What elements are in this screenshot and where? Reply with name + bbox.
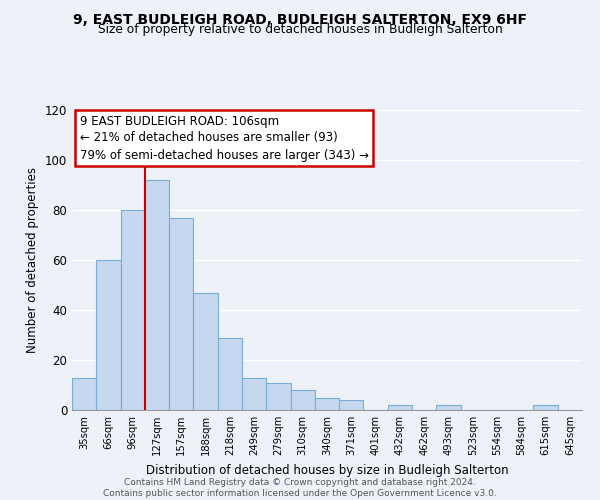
Bar	[145, 180, 169, 410]
Text: 9 EAST BUDLEIGH ROAD: 106sqm
← 21% of detached houses are smaller (93)
79% of se: 9 EAST BUDLEIGH ROAD: 106sqm ← 21% of de…	[80, 114, 368, 162]
Bar	[315, 398, 339, 410]
Text: Contains HM Land Registry data © Crown copyright and database right 2024.
Contai: Contains HM Land Registry data © Crown c…	[103, 478, 497, 498]
Bar	[169, 218, 193, 410]
Bar	[388, 405, 412, 410]
Bar	[121, 210, 145, 410]
Text: Size of property relative to detached houses in Budleigh Salterton: Size of property relative to detached ho…	[98, 22, 502, 36]
X-axis label: Distribution of detached houses by size in Budleigh Salterton: Distribution of detached houses by size …	[146, 464, 508, 476]
Bar	[533, 405, 558, 410]
Bar	[290, 390, 315, 410]
Bar	[72, 378, 96, 410]
Bar	[339, 400, 364, 410]
Bar	[266, 382, 290, 410]
Bar	[242, 378, 266, 410]
Text: 9, EAST BUDLEIGH ROAD, BUDLEIGH SALTERTON, EX9 6HF: 9, EAST BUDLEIGH ROAD, BUDLEIGH SALTERTO…	[73, 12, 527, 26]
Bar	[218, 338, 242, 410]
Bar	[193, 292, 218, 410]
Y-axis label: Number of detached properties: Number of detached properties	[26, 167, 39, 353]
Bar	[436, 405, 461, 410]
Bar	[96, 260, 121, 410]
